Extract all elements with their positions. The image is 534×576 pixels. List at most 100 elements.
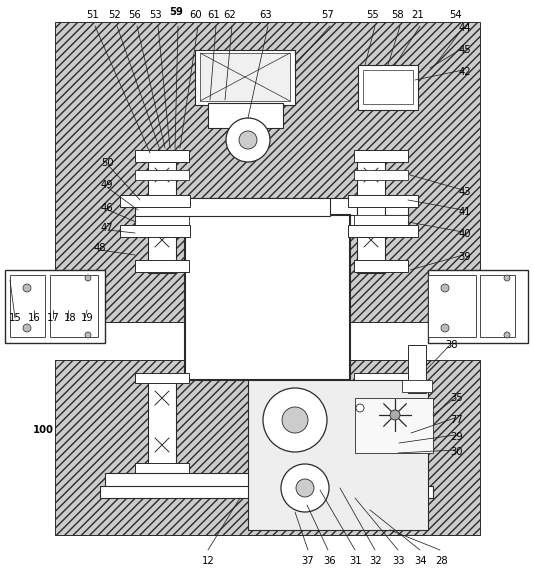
Text: 61: 61 [208,10,221,20]
Bar [105,473,428,488]
Text: 47: 47 [101,223,113,233]
Text: 19: 19 [81,313,93,323]
Circle shape [441,324,449,332]
Text: 39: 39 [459,252,472,262]
Bar [120,225,190,237]
Bar [208,103,283,128]
Bar [100,486,433,498]
Text: 32: 32 [370,556,382,566]
Text: 18: 18 [64,313,76,323]
Text: 33: 33 [392,556,405,566]
Text: 29: 29 [451,432,464,442]
Bar [135,215,408,233]
Text: 46: 46 [101,203,113,213]
Bar [50,275,98,337]
Text: 34: 34 [415,556,427,566]
Bar [148,155,176,273]
Text: 43: 43 [459,187,471,197]
Text: 38: 38 [446,340,458,350]
Bar [357,155,385,273]
Text: 100: 100 [33,425,53,435]
Text: 42: 42 [459,67,472,77]
Text: 59: 59 [169,7,183,17]
Text: 63: 63 [260,10,272,20]
Circle shape [85,332,91,338]
Bar [135,373,189,383]
Text: 40: 40 [459,229,471,239]
Text: 55: 55 [367,10,379,20]
Text: 17: 17 [46,313,59,323]
Text: 48: 48 [94,243,106,253]
Bar [348,195,418,207]
Text: 15: 15 [9,313,21,323]
Text: 58: 58 [391,10,404,20]
Circle shape [441,284,449,292]
Bar [354,260,408,272]
Bar [348,225,418,237]
Bar [135,150,189,162]
Text: 49: 49 [101,180,113,190]
Bar [135,463,189,475]
Text: 16: 16 [28,313,41,323]
Bar [195,50,295,105]
Bar [135,260,189,272]
Circle shape [282,407,308,433]
Text: 35: 35 [451,393,464,403]
Circle shape [239,131,257,149]
Circle shape [356,404,364,412]
Bar [213,198,408,216]
Text: 60: 60 [190,10,202,20]
Text: 37: 37 [302,556,315,566]
Bar [200,53,290,101]
Bar [408,345,426,393]
Circle shape [296,479,314,497]
Bar [480,275,515,337]
Text: 57: 57 [321,10,334,20]
Bar [55,360,480,535]
Bar [354,463,408,475]
Bar [355,398,433,453]
Bar [135,198,330,216]
Text: 51: 51 [87,10,99,20]
Text: 53: 53 [150,10,162,20]
Text: 12: 12 [202,556,214,566]
Bar [55,22,480,322]
Bar [148,378,176,473]
Text: 54: 54 [449,10,461,20]
Circle shape [263,388,327,452]
Bar [358,65,418,110]
Bar [354,373,408,383]
Bar [5,270,105,343]
Circle shape [281,464,329,512]
Text: 50: 50 [101,158,113,168]
Text: 21: 21 [412,10,425,20]
Bar [135,195,189,205]
Text: 28: 28 [436,556,449,566]
Circle shape [85,275,91,281]
Text: 52: 52 [108,10,121,20]
Text: 45: 45 [459,45,472,55]
Bar [363,70,413,104]
Text: 41: 41 [459,207,472,217]
Bar [185,215,350,380]
Circle shape [23,324,31,332]
Bar [135,215,189,225]
Text: 30: 30 [451,447,464,457]
Circle shape [226,118,270,162]
Bar [120,195,190,207]
Circle shape [504,275,510,281]
Circle shape [390,410,400,420]
Bar [354,150,408,162]
Bar [248,380,428,530]
Bar [428,275,476,337]
Bar [354,215,408,225]
Text: 36: 36 [324,556,336,566]
Bar [428,270,528,343]
Text: 77: 77 [451,415,464,425]
Circle shape [23,284,31,292]
Bar [354,170,408,180]
Bar [135,170,189,180]
Text: 56: 56 [129,10,142,20]
Bar [402,380,432,392]
Text: 31: 31 [350,556,362,566]
